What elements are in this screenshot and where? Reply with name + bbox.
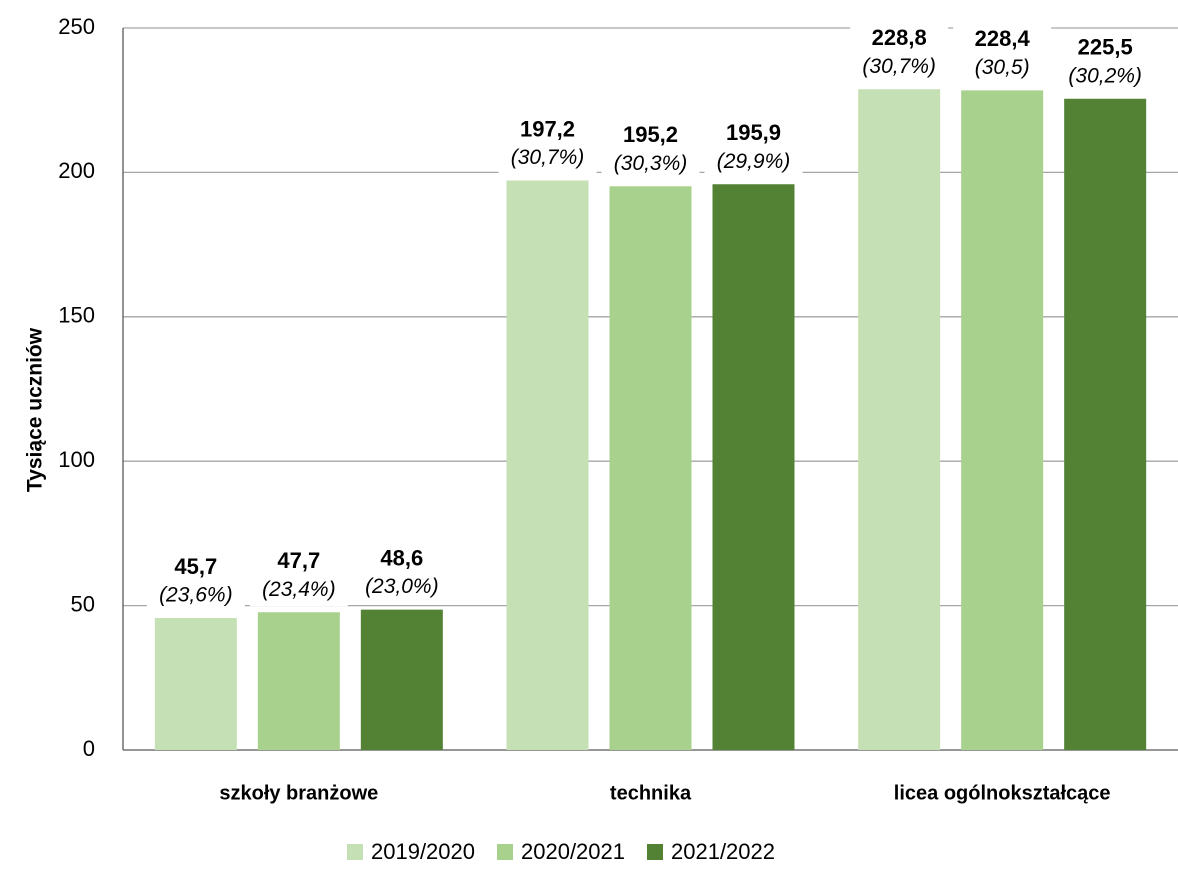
data-label: 45,7 [174,554,217,579]
x-tick-label: licea ogólnokształcące [894,782,1111,804]
y-tick-label: 200 [58,158,95,183]
y-tick-label: 150 [58,303,95,328]
share-label: (29,9%) [717,150,791,173]
label-bg [704,118,803,179]
legend-label: 2020/2021 [521,839,625,864]
label-bg [953,24,1052,85]
legend-swatch [347,844,363,860]
legend-label: 2021/2022 [671,839,775,864]
data-label: 195,9 [726,120,781,145]
y-tick-label: 250 [58,14,95,39]
bar [858,89,941,751]
share-label: (23,6%) [159,584,233,607]
data-label: 228,8 [872,25,927,50]
x-tick-label: technika [610,782,692,804]
share-label: (23,0%) [365,575,439,598]
label-bg [352,543,451,604]
y-tick-label: 50 [71,591,95,616]
data-label: 48,6 [380,545,423,570]
label-bg [146,552,245,613]
label-bg [850,23,949,84]
share-label: (30,2%) [1068,64,1142,87]
data-label: 228,4 [975,26,1031,51]
y-tick-label: 0 [83,736,95,761]
y-axis-label: Tysiące uczniów [24,327,47,492]
label-bg [498,114,597,175]
share-label: (23,4%) [262,578,336,601]
y-tick-label: 100 [58,447,95,472]
x-tick-label: szkoły branżowe [219,782,378,804]
bar [1064,98,1147,751]
data-label: 197,2 [520,116,575,141]
label-bg [1056,32,1155,93]
share-label: (30,7%) [511,146,585,169]
share-label: (30,5) [975,56,1030,79]
data-label: 47,7 [277,548,320,573]
data-label: 225,5 [1078,35,1133,60]
data-label: 195,2 [623,122,678,147]
bar [154,618,237,750]
share-label: (30,3%) [614,152,688,175]
legend-swatch [647,844,663,860]
bar [257,612,340,750]
legend-swatch [497,844,513,860]
share-label: (30,7%) [862,55,936,78]
label-bg [601,120,700,181]
label-bg [249,546,348,607]
bar [506,180,589,751]
bar [609,186,692,751]
legend-label: 2019/2020 [371,839,475,864]
bar [961,90,1044,750]
bar [360,609,443,750]
bar [712,184,795,751]
